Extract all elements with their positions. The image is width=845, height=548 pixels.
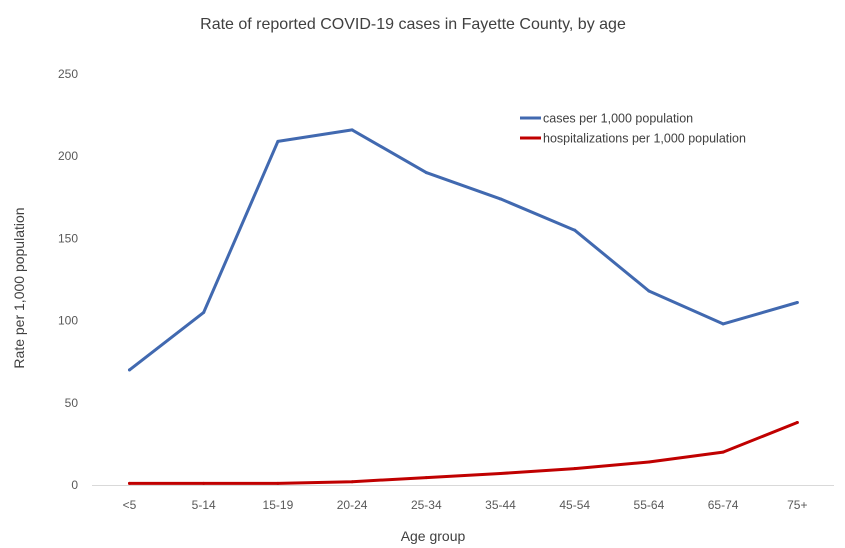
series-line-hospitalizations: [128, 421, 799, 485]
x-axis-ticks: <5 5-14 15-19 20-24 25-34 35-44 45-54 55-64 65-7…: [123, 498, 808, 512]
chart-title: Rate of reported COVID-19 cases in Fayet…: [200, 16, 626, 33]
y-axis-ticks: 0 50 100 150 200 250: [58, 67, 78, 492]
data-point: [424, 171, 428, 175]
x-tick-label: 35-44: [485, 498, 516, 512]
y-tick-label: 100: [58, 314, 78, 328]
legend: cases per 1,000 population hospitalizati…: [520, 112, 746, 146]
data-point: [350, 128, 354, 132]
x-tick-label: 45-54: [559, 498, 590, 512]
data-point: [424, 476, 428, 480]
data-point: [573, 467, 577, 471]
data-point: [128, 368, 131, 372]
x-axis-title: Age group: [401, 528, 466, 544]
y-tick-label: 250: [58, 67, 78, 81]
x-tick-label: 55-64: [634, 498, 665, 512]
legend-label-cases: cases per 1,000 population: [543, 112, 693, 126]
data-point: [499, 197, 502, 201]
series-line-cases: [128, 128, 799, 372]
data-point: [128, 481, 131, 485]
y-tick-label: 0: [71, 478, 78, 492]
series-lines: [128, 128, 799, 485]
x-tick-label: 25-34: [411, 498, 442, 512]
data-point: [573, 228, 577, 232]
data-point: [721, 322, 725, 326]
x-tick-label: 65-74: [708, 498, 739, 512]
data-point: [202, 310, 206, 314]
data-point: [647, 289, 651, 293]
x-tick-label: 5-14: [192, 498, 216, 512]
y-axis-title: Rate per 1,000 population: [11, 207, 27, 368]
data-point: [647, 460, 651, 464]
data-point: [202, 481, 206, 485]
data-point: [795, 301, 799, 305]
legend-label-hospitalizations: hospitalizations per 1,000 population: [543, 132, 746, 146]
data-point: [276, 139, 280, 143]
data-point: [721, 450, 725, 454]
x-tick-label: <5: [123, 498, 137, 512]
data-point: [350, 480, 354, 484]
x-tick-label: 20-24: [337, 498, 368, 512]
x-tick-label: 15-19: [263, 498, 294, 512]
data-point: [499, 471, 502, 475]
data-point: [795, 421, 799, 425]
y-tick-label: 150: [58, 231, 78, 245]
data-point: [276, 481, 280, 485]
y-tick-label: 50: [65, 396, 79, 410]
x-tick-label: 75+: [787, 498, 807, 512]
y-tick-label: 200: [58, 149, 78, 163]
